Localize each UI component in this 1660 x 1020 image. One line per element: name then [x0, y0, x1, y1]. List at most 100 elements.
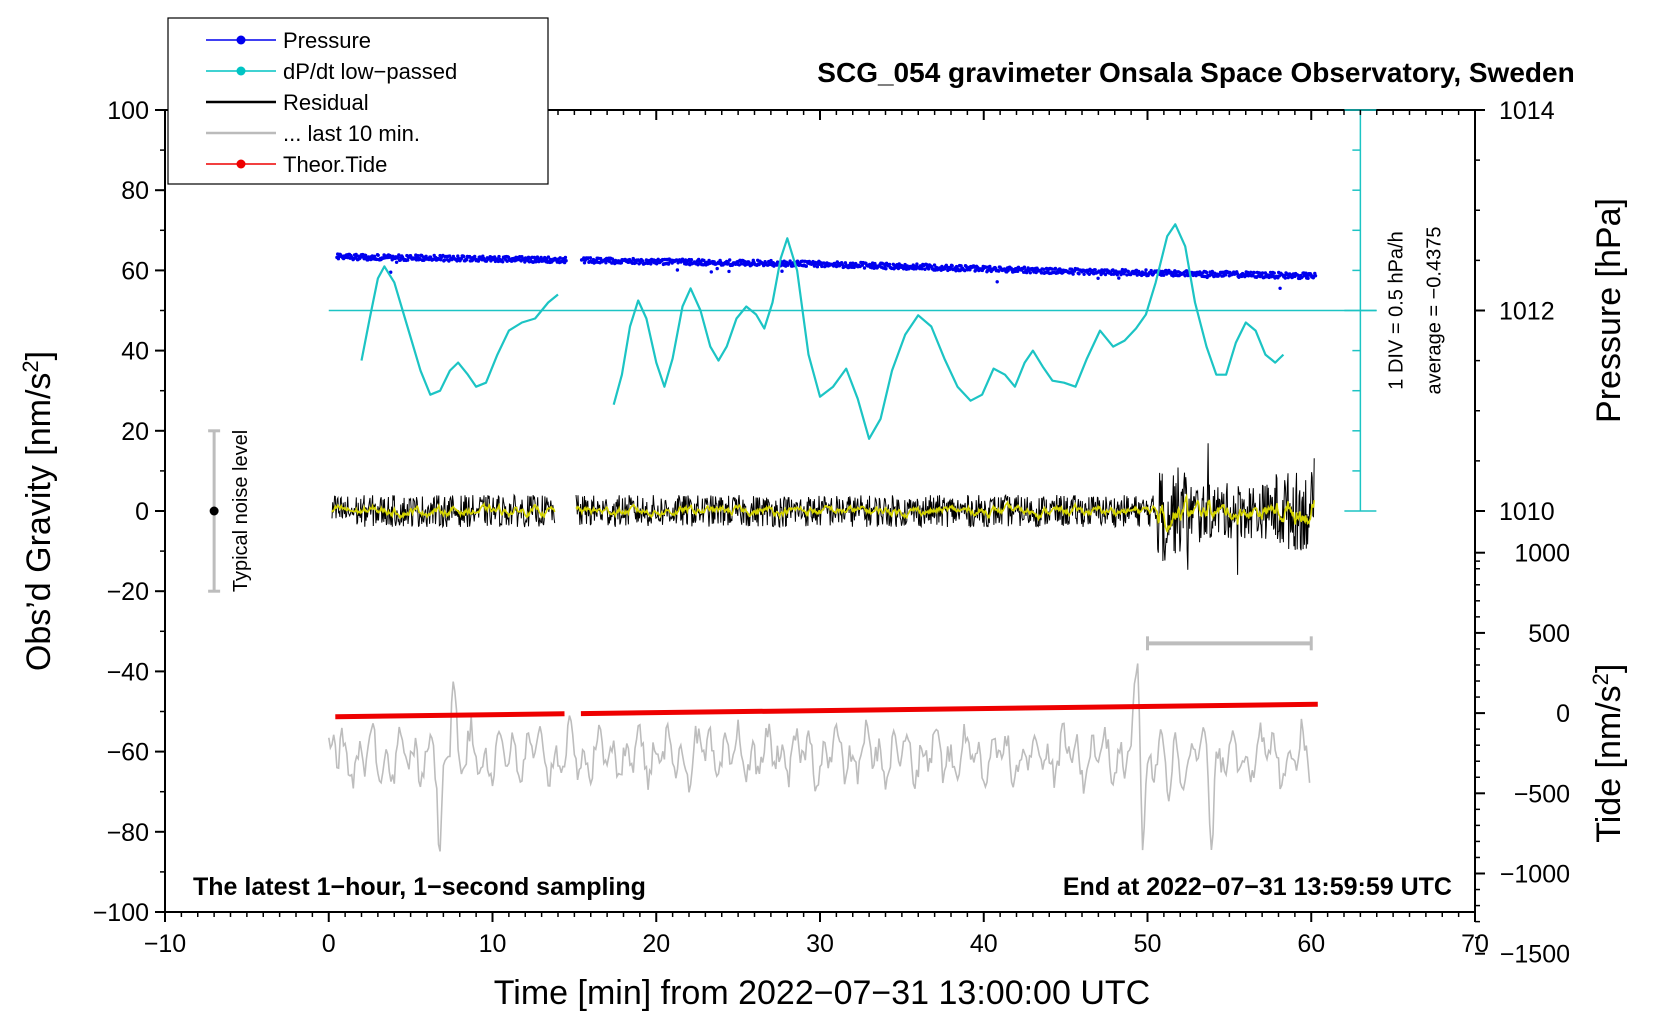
pressure-point: [455, 259, 459, 263]
pressure-point: [820, 264, 824, 269]
pressure-point: [950, 264, 954, 268]
pressure-point: [492, 255, 497, 259]
pressure-point: [1272, 271, 1276, 275]
pressure-tick-label: 1012: [1499, 298, 1555, 326]
pressure-point: [424, 254, 428, 258]
pressure-point: [1028, 271, 1033, 275]
legend-swatch-dot: [236, 159, 246, 169]
tide-curve: [335, 711, 565, 720]
pressure-point: [666, 262, 671, 266]
pressure-point: [1252, 270, 1257, 275]
pressure-point: [1041, 267, 1046, 271]
y-tick-label: −40: [107, 658, 149, 686]
pressure-point: [476, 259, 481, 263]
pressure-point: [709, 270, 713, 274]
pressure-point: [1055, 271, 1060, 275]
pressure-point: [995, 280, 999, 284]
tide-tick-label: 0: [1556, 700, 1570, 728]
pressure-point: [376, 253, 380, 257]
pressure-point: [862, 266, 867, 270]
x-tick-label: 50: [1134, 930, 1162, 958]
pressure-point: [1183, 274, 1187, 278]
pressure-point: [563, 255, 568, 260]
pressure-point: [884, 267, 888, 271]
legend-swatch-dot: [236, 66, 246, 76]
pressure-point: [1082, 272, 1086, 276]
y-tick-label: 100: [107, 97, 149, 125]
y-tick-label: −100: [93, 899, 149, 927]
pressure-point: [997, 269, 1001, 273]
pressure-point: [558, 256, 562, 260]
pressure-point: [546, 255, 551, 259]
noise-bar-label: Typical noise level: [230, 430, 252, 592]
pressure-point: [815, 265, 820, 269]
pressure-point: [707, 258, 711, 263]
pressure-point: [641, 259, 645, 263]
x-tick-label: 40: [970, 930, 998, 958]
legend-label: dP/dt low−passed: [283, 59, 457, 84]
axes-layer: −10 0 10 20 30 40 50 60 70100806040200−20−40−60−…: [18, 97, 1628, 969]
pressure-point: [1149, 268, 1153, 273]
annotation-end-time: End at 2022−07−31 13:59:59 UTC: [1063, 873, 1452, 901]
pressure-point: [416, 254, 420, 258]
pressure-point: [920, 267, 924, 271]
pressure-point: [1071, 272, 1075, 276]
residual-filtered-trace: [331, 501, 556, 520]
pressure-point: [534, 260, 538, 264]
legend: Pressure dP/dt low−passed Residual ... last…: [167, 17, 549, 185]
pressure-tick-label: 1010: [1499, 498, 1555, 526]
legend-label: ... last 10 min.: [283, 121, 420, 146]
y-tick-label: 20: [121, 418, 149, 446]
pressure-point: [1103, 272, 1108, 277]
y-tick-label: −80: [107, 819, 149, 847]
tide-tick-label: 1000: [1514, 540, 1570, 568]
pressure-point: [464, 258, 469, 262]
pressure-point: [1278, 286, 1282, 290]
pressure-point: [689, 258, 694, 262]
pressure-point: [1162, 273, 1166, 277]
pressure-point: [1093, 268, 1097, 272]
pressure-point: [926, 267, 931, 271]
chart-title: SCG_054 gravimeter Onsala Space Observat…: [817, 57, 1574, 88]
y-tick-label: −60: [107, 739, 149, 767]
legend-label: Residual: [283, 90, 369, 115]
tide-tick-label: −1500: [1500, 941, 1570, 969]
legend-label: Pressure: [283, 28, 371, 53]
pressure-point: [780, 269, 784, 273]
pressure-point: [1077, 272, 1081, 276]
pressure-point: [1283, 276, 1288, 280]
annotation-sampling: The latest 1−hour, 1−second sampling: [193, 873, 646, 901]
y-axis-label-pressure: Pressure [hPa]: [1590, 198, 1628, 423]
pressure-point: [1144, 268, 1148, 272]
pressure-point: [915, 262, 919, 266]
y-tick-label: −20: [107, 578, 149, 606]
dpdt-average-label: average = −0.4375: [1423, 227, 1445, 395]
pressure-point: [974, 268, 978, 272]
pressure-point: [1249, 270, 1253, 274]
pressure-point: [822, 261, 826, 265]
pressure-point: [852, 265, 856, 270]
y-tick-label: 60: [121, 257, 149, 285]
pressure-point: [675, 268, 680, 272]
pressure-point: [715, 266, 719, 271]
pressure-point: [812, 264, 817, 268]
legend-swatch-dot: [236, 35, 246, 45]
data-series-layer: 1 DIV = 0.5 hPa/h average = −0.4375 Typica…: [208, 109, 1445, 852]
x-tick-label: 60: [1297, 930, 1325, 958]
pressure-point: [1022, 265, 1027, 269]
pressure-point: [1204, 270, 1209, 275]
pressure-point: [564, 259, 568, 263]
y-axis-label-tide: Tide [nm/s2]: [1588, 664, 1628, 843]
pressure-point: [1096, 276, 1100, 280]
pressure-point: [1025, 270, 1029, 275]
dpdt-curve: [360, 265, 559, 396]
pressure-point: [473, 254, 477, 259]
pressure-tick-label: 1014: [1499, 97, 1555, 125]
pressure-point: [462, 254, 466, 259]
tide-curve: [580, 701, 1318, 717]
x-tick-label: 20: [642, 930, 670, 958]
pressure-point: [1223, 273, 1228, 277]
pressure-point: [501, 260, 505, 264]
pressure-point: [1126, 269, 1131, 274]
